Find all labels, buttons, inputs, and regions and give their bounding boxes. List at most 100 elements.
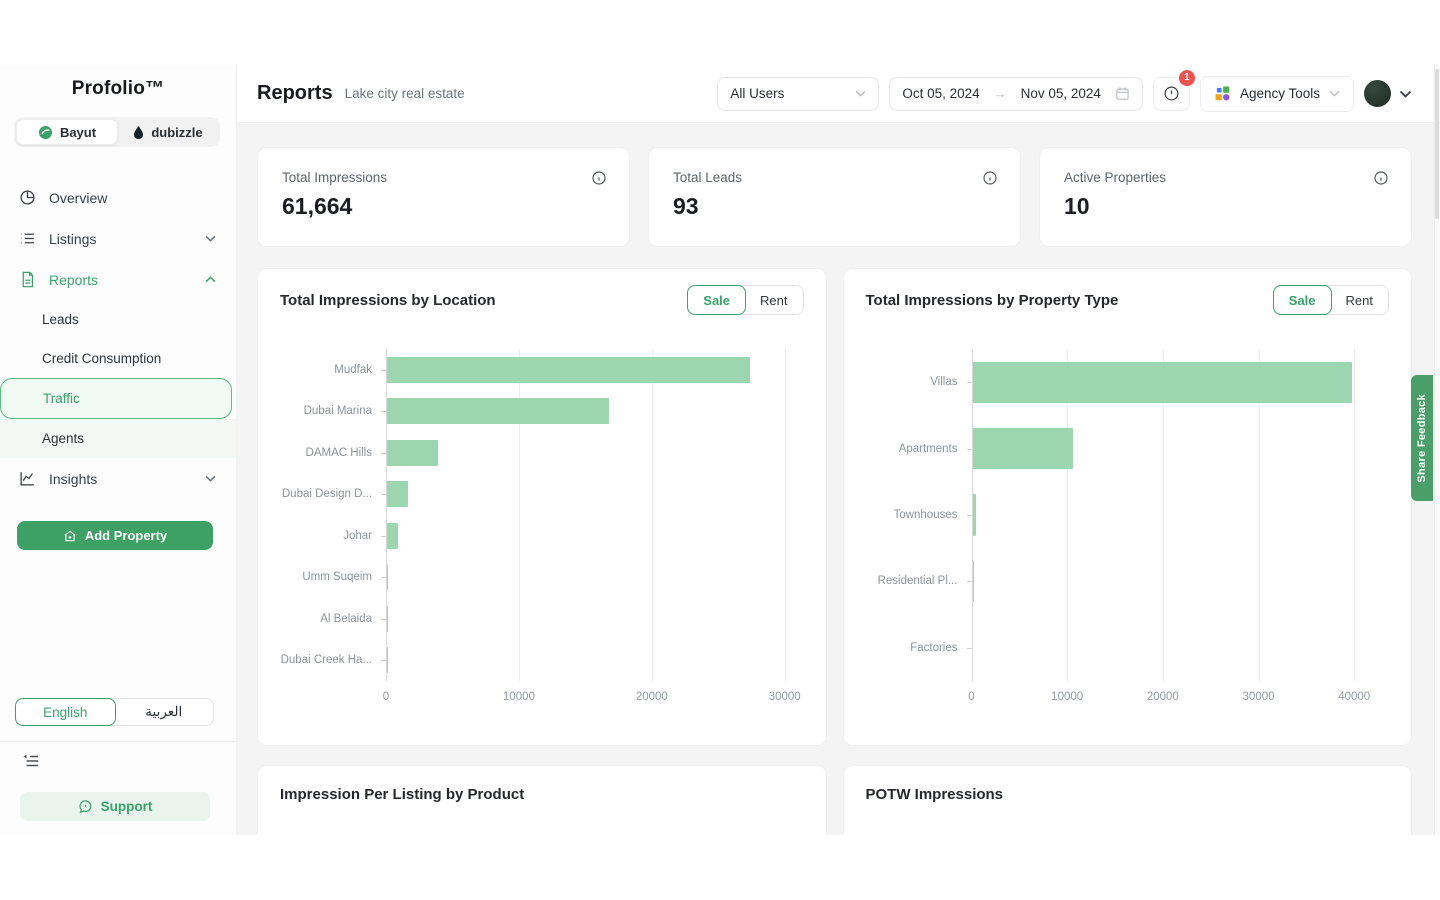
x-axis-tick-label: 20000 [635,691,668,703]
user-menu[interactable] [1364,80,1412,107]
chart-card-impressions-by-property-type: Total Impressions by Property Type Sale … [842,268,1412,746]
stat-value: 10 [1064,193,1090,219]
chevron-down-icon [1329,90,1340,97]
date-range-picker[interactable]: Oct 05, 2024 → Nov 05, 2024 [889,76,1143,111]
info-icon[interactable] [1373,170,1389,186]
avatar [1364,80,1391,107]
toggle-rent[interactable]: Rent [1345,292,1373,308]
users-filter-select[interactable]: All Users [717,76,880,111]
x-axis-tick-label: 0 [968,691,975,703]
sale-rent-toggle: Sale Rent [687,285,804,315]
date-start: Oct 05, 2024 [902,86,980,101]
sidebar-subitem-credit-consumption[interactable]: Credit Consumption [42,351,162,366]
gridline [651,349,653,681]
collapse-sidebar-icon [23,754,39,766]
chevron-down-icon [205,475,216,482]
language-english[interactable]: English [15,698,116,726]
toggle-rent[interactable]: Rent [760,292,788,308]
info-icon[interactable] [591,170,607,186]
axis-tick [381,535,386,537]
sidebar: Profolio™ Bayut dubizzle Overview Listin… [0,65,237,835]
collapse-sidebar-button[interactable] [20,752,42,772]
stat-label: Total Leads [673,170,743,185]
x-axis-tick-label: 10000 [502,691,535,703]
stat-card-active-properties: Active Properties 10 [1039,147,1412,247]
category-label: Residential Pl... [877,575,958,588]
category-label: Al Belaida [320,612,372,625]
sidebar-item-label: Overview [49,189,108,206]
sidebar-subitem-agents[interactable]: Agents [0,419,236,458]
x-axis-tick-label: 30000 [768,691,801,703]
axis-tick [966,382,972,384]
stat-card-total-leads: Total Leads 93 [648,147,1021,247]
bar [972,428,1073,470]
line-chart-icon [20,472,34,486]
tab-dubizzle[interactable]: dubizzle [118,119,218,145]
sidebar-item-overview[interactable]: Overview [0,177,236,218]
language-arabic[interactable]: العربية [145,704,183,719]
sidebar-subitem-leads[interactable]: Leads [42,312,79,327]
bar [972,560,974,602]
sidebar-subitem-traffic[interactable]: Traffic [0,378,232,419]
axis-tick [381,494,386,496]
sidebar-item-reports[interactable]: Reports [0,259,236,300]
toggle-sale[interactable]: Sale [1272,285,1332,315]
scrollbar-thumb[interactable] [1435,69,1439,219]
category-label: Dubai Marina [303,405,372,418]
alerts-button[interactable]: 1 [1152,69,1195,111]
sidebar-item-label: Insights [49,470,98,487]
stat-label: Total Impressions [282,170,388,185]
bottom-row: Impression Per Listing by Product POTW I… [257,765,1412,835]
x-axis-tick-label: 20000 [1146,691,1179,703]
support-button[interactable]: Support [20,792,210,821]
share-feedback-label: Share Feedback [1416,393,1428,483]
axis-tick [966,515,972,516]
scrollbar-track[interactable] [1434,65,1440,835]
charts-row: Total Impressions by Location Sale Rent … [257,268,1412,746]
category-label: Umm Suqeim [302,571,372,584]
language-toggle: English العربية [15,698,214,726]
list-icon [21,233,34,244]
bar [387,605,388,632]
x-axis-tick-label: 0 [382,691,390,703]
brand-logo: Profolio™ [71,78,165,99]
add-property-label: Add Property [84,528,168,543]
toggle-sale[interactable]: Sale [687,285,747,315]
sidebar-item-listings[interactable]: Listings [0,218,236,259]
gridline [1067,349,1069,681]
notification-badge: 1 [1178,69,1195,86]
category-label: Johar [343,529,372,542]
gridline [971,349,973,681]
main-area: Reports Lake city real estate All Users … [237,65,1434,835]
category-label: Dubai Creek Ha... [280,654,372,667]
chart-header: Total Impressions by Property Type Sale … [866,285,1389,315]
bar [972,494,977,536]
topbar-controls: All Users Oct 05, 2024 → Nov 05, 2024 1 [717,69,1412,112]
category-label: Apartments [898,442,958,455]
info-icon[interactable] [982,170,998,186]
category-label: Dubai Design D... [281,488,372,501]
sidebar-item-insights[interactable]: Insights [0,458,236,499]
agency-tools-button[interactable]: Agency Tools [1199,75,1354,112]
dubizzle-logo-icon [134,125,144,139]
axis-tick [966,448,972,450]
bar [387,439,438,466]
tab-dubizzle-label: dubizzle [151,124,203,140]
chat-bubble-icon [79,800,91,814]
bar [387,564,388,591]
tab-bayut[interactable]: Bayut [16,119,118,145]
card-title: Impression Per Listing by Product [280,786,525,803]
axis-tick [381,452,386,454]
share-feedback-tab[interactable]: Share Feedback [1411,375,1433,501]
alert-circle-icon [1164,86,1179,101]
category-label: Mudfak [334,363,372,376]
category-label: Factories [910,641,958,654]
gridline [1354,349,1356,681]
support-label: Support [100,799,153,814]
add-property-button[interactable]: Add Property [17,521,213,550]
gridline [518,349,520,681]
axis-tick [381,411,386,413]
topbar: Reports Lake city real estate All Users … [237,65,1434,123]
date-range-arrow: → [993,86,1007,101]
bar [387,356,750,383]
